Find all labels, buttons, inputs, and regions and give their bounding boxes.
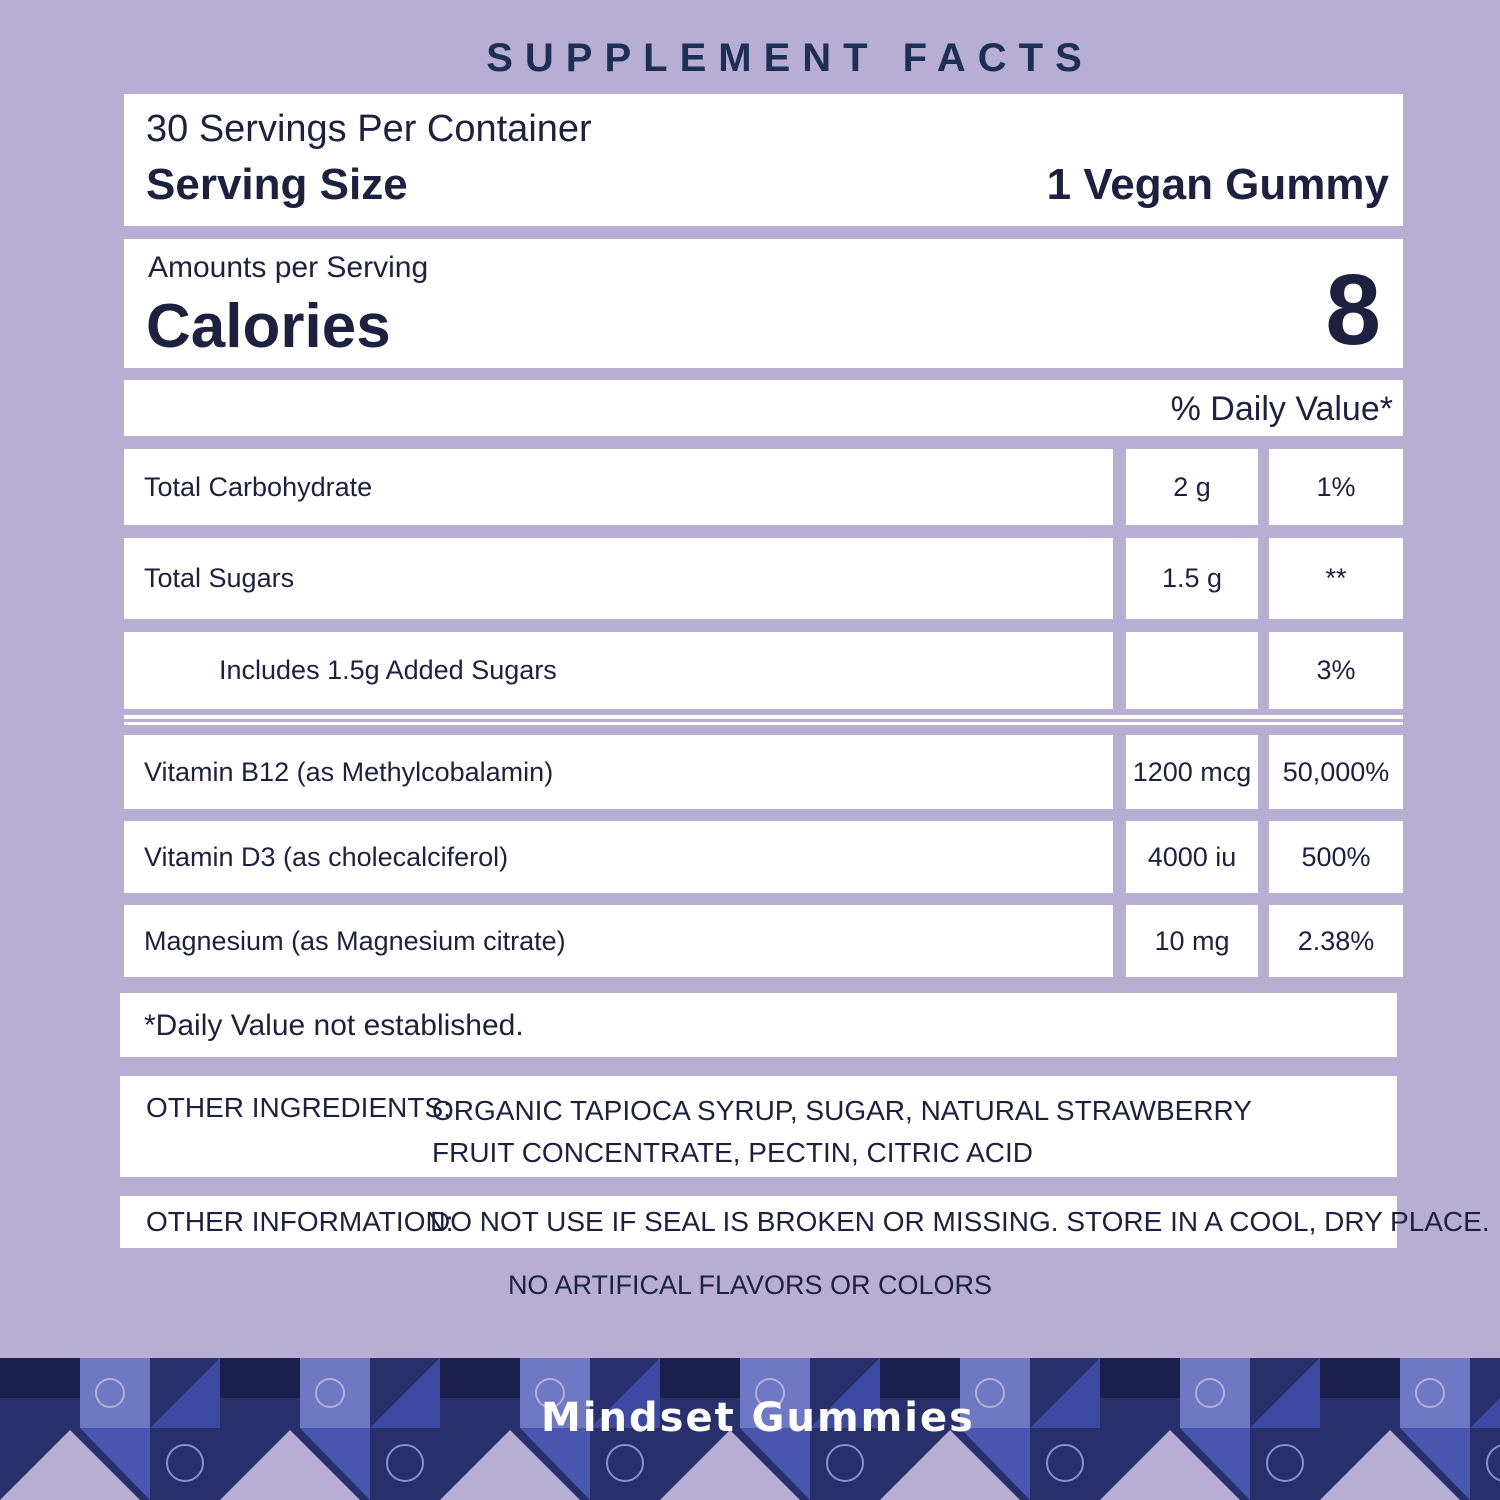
nutrient-name: Includes 1.5g Added Sugars [124,632,1113,709]
ingredients-box: OTHER INGREDIENTS: ORGANIC TAPIOCA SYRUP… [120,1076,1397,1177]
pattern-band: Mindset Gummies [0,1358,1500,1500]
information-text: DO NOT USE IF SEAL IS BROKEN OR MISSING.… [430,1206,1490,1237]
nutrient-dv: 3% [1269,632,1403,709]
footnote-box: *Daily Value not established. [120,993,1397,1057]
nutrient-name: Total Carbohydrate [124,449,1113,525]
note: NO ARTIFICAL FLAVORS OR COLORS [507,1270,993,1300]
brand: Mindset Gummies [541,1395,975,1441]
ingredients-text: ORGANIC TAPIOCA SYRUP, SUGAR, NATURAL ST… [432,1095,1252,1168]
divider [124,722,1403,725]
calories-box: Amounts per Serving Calories 8 [124,239,1403,368]
nutrient-amount: 4000 iu [1126,821,1258,893]
serving-size-value: 1 Vegan Gummy [1046,160,1389,209]
nutrient-dv: 500% [1269,821,1403,893]
nutrient-amount: 2 g [1126,449,1258,525]
footnote: *Daily Value not established. [144,1009,524,1042]
nutrient-dv: 50,000% [1269,735,1403,809]
nutrient-dv: ** [1269,538,1403,619]
serving-size-label: Serving Size [146,160,408,209]
information-label: OTHER INFORMATION: [146,1206,454,1237]
servings: 30 Servings Per Container [146,108,592,150]
nutrient-dv: 2.38% [1269,905,1403,977]
nutrient-dv: 1% [1269,449,1403,525]
serving-box: 30 Servings Per Container Serving Size 1… [124,94,1403,226]
nutrient-amount: 1200 mcg [1126,735,1258,809]
calories-value: 8 [1325,254,1381,366]
calories-caption: Amounts per Serving [148,251,429,284]
nutrient-amount [1126,632,1258,709]
nutrient-amount: 1.5 g [1126,538,1258,619]
pattern [0,1358,1500,1500]
nutrient-name: Vitamin D3 (as cholecalciferol) [124,821,1113,893]
ingredients-label: OTHER INGREDIENTS: [146,1092,451,1123]
nutrient-name: Total Sugars [124,538,1113,619]
divider [124,715,1403,719]
title: SUPPLEMENT FACTS [486,36,1094,80]
nutrient-name: Magnesium (as Magnesium citrate) [124,905,1113,977]
nutrient-amount: 10 mg [1126,905,1258,977]
calories-label: Calories [146,292,391,361]
information-box: OTHER INFORMATION: DO NOT USE IF SEAL IS… [120,1196,1490,1248]
dv-header: % Daily Value* [1170,390,1393,428]
nutrient-name: Vitamin B12 (as Methylcobalamin) [124,735,1113,809]
dv-header-box: % Daily Value* [124,380,1403,436]
